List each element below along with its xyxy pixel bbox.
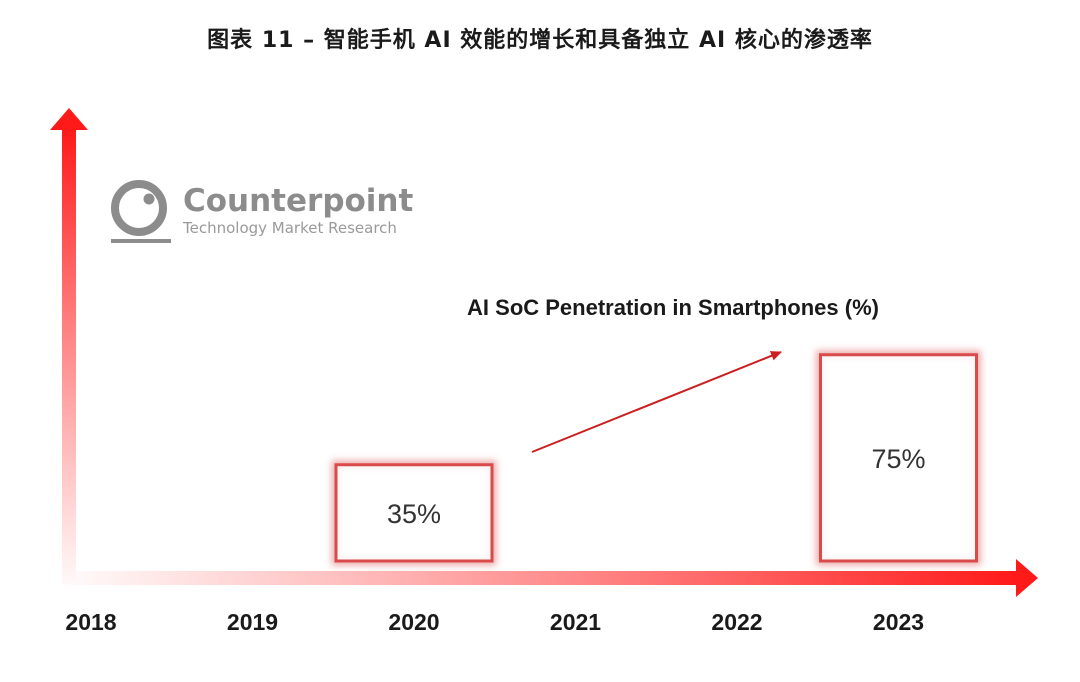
x-axis (76, 559, 1038, 597)
y-axis (50, 108, 88, 585)
x-tick-label-2018: 2018 (65, 609, 116, 635)
x-tick-label-2022: 2022 (711, 609, 762, 635)
trend-arrow (531, 351, 782, 453)
counterpoint-logo-icon (111, 180, 171, 243)
x-tick-labels: 2018 2019 2020 2021 2022 2023 (65, 609, 924, 635)
bar-rect-2020 (334, 463, 494, 563)
counterpoint-logo: Counterpoint Technology Market Research (111, 180, 414, 243)
bars (331, 350, 981, 566)
bar-rect-2023 (819, 353, 978, 563)
chart-subtitle: AI SoC Penetration in Smartphones (%) (467, 295, 879, 320)
logo-name: Counterpoint (183, 183, 414, 219)
logo-tagline: Technology Market Research (182, 219, 397, 237)
value-label-2023: 75% (871, 444, 925, 474)
value-label-2020: 35% (387, 499, 441, 529)
bar-2020 (331, 460, 497, 566)
value-labels: 35% 75% (387, 444, 926, 529)
bar-2023 (816, 350, 981, 566)
page-title: 图表 11 – 智能手机 AI 效能的增长和具备独立 AI 核心的渗透率 (207, 28, 873, 53)
x-tick-label-2019: 2019 (227, 609, 278, 635)
x-tick-label-2020: 2020 (388, 609, 439, 635)
x-tick-label-2023: 2023 (873, 609, 924, 635)
x-tick-label-2021: 2021 (550, 609, 601, 635)
